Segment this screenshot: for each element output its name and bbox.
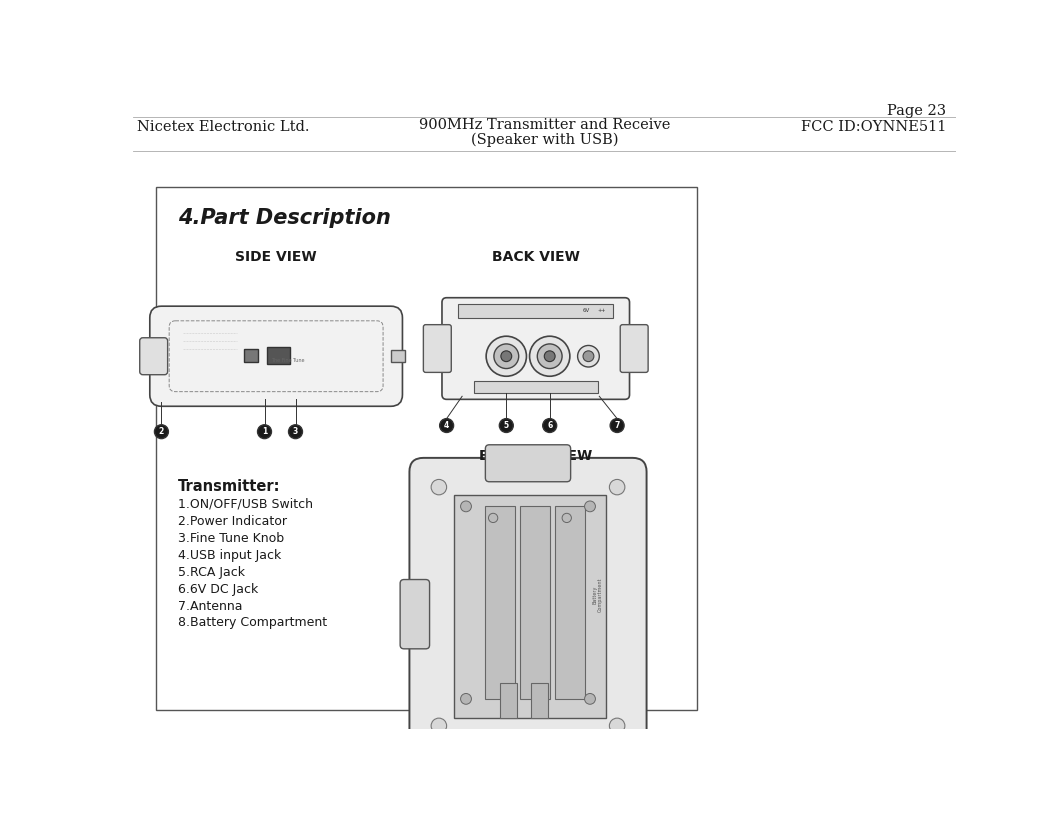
Circle shape bbox=[584, 694, 596, 704]
Circle shape bbox=[499, 419, 513, 432]
Bar bbox=[485, 506, 515, 699]
Circle shape bbox=[431, 479, 447, 495]
Bar bbox=[243, 349, 257, 362]
Text: BOTTOM VIEW: BOTTOM VIEW bbox=[479, 449, 593, 463]
Circle shape bbox=[578, 346, 599, 367]
FancyBboxPatch shape bbox=[150, 306, 402, 406]
Circle shape bbox=[583, 351, 594, 362]
Text: Battery
Compartment: Battery Compartment bbox=[593, 577, 603, 612]
Circle shape bbox=[584, 501, 596, 512]
Text: 5.RCA Jack: 5.RCA Jack bbox=[177, 566, 244, 579]
Text: 3: 3 bbox=[293, 428, 298, 437]
Circle shape bbox=[543, 419, 556, 432]
Text: 2: 2 bbox=[159, 428, 164, 437]
Text: 7.Antenna: 7.Antenna bbox=[177, 600, 242, 613]
Circle shape bbox=[610, 718, 624, 734]
Text: 4.USB input Jack: 4.USB input Jack bbox=[177, 549, 281, 562]
FancyBboxPatch shape bbox=[620, 324, 648, 373]
Circle shape bbox=[530, 337, 570, 376]
Circle shape bbox=[431, 718, 447, 734]
FancyBboxPatch shape bbox=[442, 298, 630, 400]
FancyBboxPatch shape bbox=[410, 458, 647, 751]
Circle shape bbox=[611, 419, 624, 432]
Text: 1.ON/OFF/USB Switch: 1.ON/OFF/USB Switch bbox=[177, 498, 312, 511]
Bar bbox=[156, 187, 697, 710]
Text: 8: 8 bbox=[526, 760, 531, 769]
Text: 5: 5 bbox=[503, 421, 509, 430]
FancyBboxPatch shape bbox=[485, 445, 570, 482]
Text: 7: 7 bbox=[615, 421, 620, 430]
Text: 6.6V DC Jack: 6.6V DC Jack bbox=[177, 582, 258, 595]
Bar bbox=[267, 347, 290, 364]
FancyBboxPatch shape bbox=[140, 337, 168, 375]
Text: 900MHz Transmitter and Receive: 900MHz Transmitter and Receive bbox=[418, 118, 670, 133]
Circle shape bbox=[154, 425, 169, 439]
Text: 4.Part Description: 4.Part Description bbox=[177, 208, 391, 229]
Circle shape bbox=[257, 425, 272, 439]
Circle shape bbox=[562, 514, 571, 523]
FancyBboxPatch shape bbox=[400, 580, 429, 649]
Bar bbox=[391, 350, 405, 362]
Circle shape bbox=[440, 419, 453, 432]
Circle shape bbox=[545, 351, 555, 362]
Text: The Fine Tune: The Fine Tune bbox=[271, 359, 305, 364]
Text: Page 23: Page 23 bbox=[888, 105, 946, 119]
Bar bbox=[520, 506, 550, 699]
Text: (Speaker with USB): (Speaker with USB) bbox=[470, 132, 618, 147]
Bar bbox=[500, 684, 517, 718]
Text: SIDE VIEW: SIDE VIEW bbox=[236, 250, 316, 264]
Text: FCC ID:OYNNE511: FCC ID:OYNNE511 bbox=[801, 120, 946, 133]
Bar bbox=[531, 684, 548, 718]
Text: Transmitter:: Transmitter: bbox=[177, 479, 280, 495]
Circle shape bbox=[501, 351, 512, 362]
Circle shape bbox=[489, 514, 498, 523]
Text: Nicetex Electronic Ltd.: Nicetex Electronic Ltd. bbox=[137, 120, 309, 133]
Circle shape bbox=[486, 337, 527, 376]
Text: ++: ++ bbox=[598, 308, 605, 314]
Bar bbox=[474, 381, 598, 393]
Circle shape bbox=[521, 758, 535, 771]
Text: 4: 4 bbox=[444, 421, 449, 430]
Text: 6: 6 bbox=[547, 421, 552, 430]
Circle shape bbox=[289, 425, 303, 439]
Circle shape bbox=[461, 694, 472, 704]
Circle shape bbox=[537, 344, 562, 369]
Bar bbox=[555, 506, 584, 699]
Text: 8.Battery Compartment: 8.Battery Compartment bbox=[177, 617, 327, 630]
Text: 1: 1 bbox=[262, 428, 268, 437]
Circle shape bbox=[610, 479, 624, 495]
Bar bbox=[458, 304, 613, 318]
Circle shape bbox=[494, 344, 518, 369]
FancyBboxPatch shape bbox=[424, 324, 451, 373]
Bar bbox=[455, 495, 605, 718]
Circle shape bbox=[461, 501, 472, 512]
Text: 3.Fine Tune Knob: 3.Fine Tune Knob bbox=[177, 532, 284, 545]
Text: 2.Power Indicator: 2.Power Indicator bbox=[177, 515, 287, 528]
Text: 6V: 6V bbox=[582, 308, 589, 314]
Text: BACK VIEW: BACK VIEW bbox=[492, 250, 580, 264]
